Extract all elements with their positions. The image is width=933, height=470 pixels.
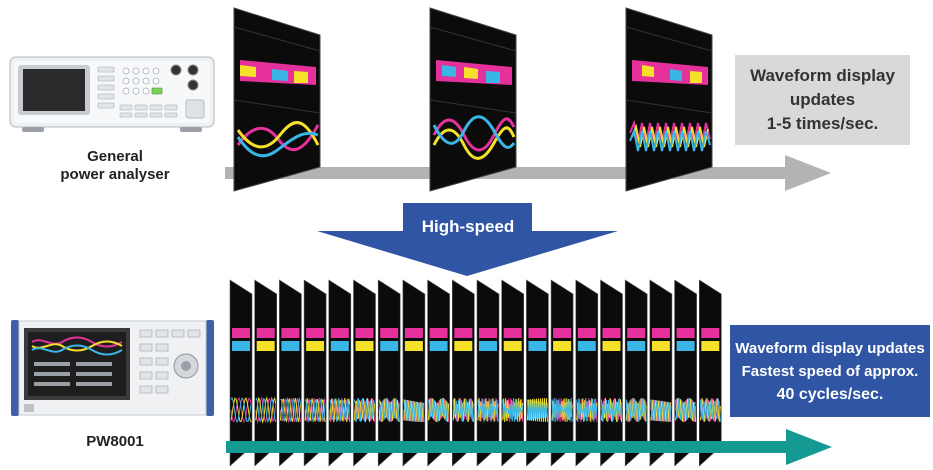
pw8001-caption: PW8001 (86, 433, 144, 450)
waveform-screen-2 (429, 7, 517, 192)
waveform-screen-3 (625, 7, 713, 192)
high-speed-arrow (317, 203, 618, 276)
slow-info-line3: 1-5 times/sec. (766, 114, 879, 133)
fast-info-line3: 40 cycles/sec. (776, 385, 884, 403)
fast-update-arrow (226, 429, 832, 465)
fast-screen-7 (377, 279, 401, 467)
fast-screen-16 (600, 279, 623, 467)
general-analyser-caption: General power analyser (60, 148, 170, 184)
slow-info-line1: Waveform display (750, 66, 895, 85)
fast-waveform-screens (229, 279, 722, 467)
general-analyser-label-line2: power analyser (60, 166, 170, 183)
pw8001-device (11, 320, 214, 416)
fast-info-line2: Fastest speed of approx. (741, 362, 919, 380)
fast-screen-3 (279, 279, 302, 467)
fast-screen-9 (427, 279, 450, 467)
fast-info-line1: Waveform display updates (735, 339, 925, 357)
slow-info-line2: updates (789, 90, 856, 109)
fast-screen-14 (550, 279, 574, 467)
fast-screen-1 (229, 279, 253, 467)
slow-update-info-box: Waveform display updates 1-5 times/sec. (735, 55, 910, 145)
fast-screen-2 (254, 279, 278, 467)
high-speed-label: High-speed (421, 217, 515, 236)
fast-screen-11 (476, 279, 500, 467)
fast-screen-17 (624, 279, 648, 467)
fast-screen-10 (452, 279, 475, 467)
general-analyser-device (9, 56, 215, 132)
general-analyser-label-line1: General (87, 148, 143, 165)
fast-update-info-box: Waveform display updates Fastest speed o… (730, 325, 930, 417)
fast-screen-8 (402, 279, 426, 467)
fast-screen-6 (353, 279, 376, 467)
fast-screen-13 (526, 279, 549, 467)
fast-screen-12 (501, 279, 525, 467)
waveform-screen-1 (233, 7, 321, 192)
fast-screen-5 (328, 279, 352, 467)
